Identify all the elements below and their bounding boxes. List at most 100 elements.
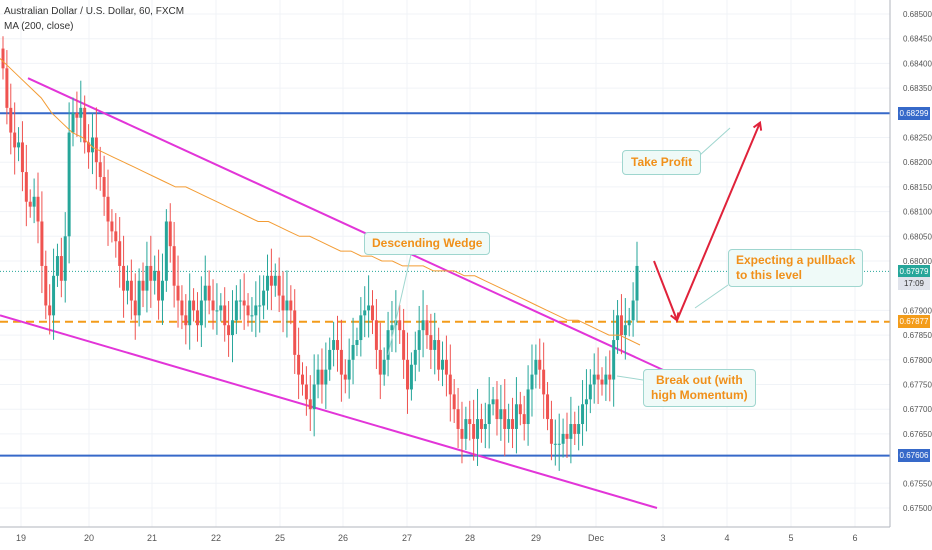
candle-body — [281, 295, 285, 311]
y-tick-label: 0.68000 — [903, 257, 932, 266]
x-tick-label: Dec — [588, 533, 605, 543]
candle-body — [464, 419, 468, 439]
x-tick-label: 28 — [465, 533, 475, 543]
candle-body — [195, 310, 199, 326]
candle-body — [456, 409, 460, 429]
candle-body — [172, 246, 176, 286]
candle-body — [476, 419, 480, 439]
callout-pointers — [387, 127, 731, 381]
candle-body — [542, 369, 546, 395]
callout-pointer — [387, 249, 413, 356]
candle-body — [518, 404, 522, 415]
y-tick-label: 0.67850 — [903, 331, 932, 340]
candle-body — [94, 137, 98, 163]
candle-body — [472, 424, 476, 439]
candle-body — [289, 300, 293, 311]
candle-body — [448, 374, 452, 395]
candle-body — [441, 359, 445, 370]
candle-body — [149, 265, 153, 281]
projection-arrows — [653, 120, 763, 323]
candle-body — [588, 384, 592, 400]
time-axis[interactable]: 19 20 21 22 25 26 27 28 29 Dec 3 4 5 6 — [0, 526, 890, 543]
callout-pointer — [699, 127, 731, 156]
y-tick-label: 0.68250 — [903, 134, 932, 143]
symbol-title: Australian Dollar / U.S. Dollar, 60, FXC… — [4, 6, 185, 17]
candle-body — [320, 369, 324, 385]
descending-wedge-note[interactable]: Descending Wedge — [364, 232, 491, 255]
take-profit-note[interactable]: Take Profit — [622, 150, 702, 175]
candle-body — [63, 236, 67, 281]
candle-body — [413, 349, 417, 365]
candle-body — [584, 399, 588, 405]
candle-body — [122, 265, 126, 291]
candle-body — [110, 221, 114, 232]
resistance-price-label: 0.68299 — [898, 106, 930, 120]
candle-body — [55, 256, 59, 276]
candle-body — [87, 142, 91, 153]
candle-body — [176, 285, 180, 301]
candle-body — [328, 349, 332, 370]
x-tick-label: 19 — [16, 533, 26, 543]
candle-body — [71, 112, 75, 133]
candle-body — [398, 320, 402, 331]
candle-body — [522, 414, 526, 425]
candle-body — [612, 340, 616, 380]
candle-body — [324, 369, 328, 385]
candle-body — [631, 300, 635, 321]
breakout-note[interactable]: Break out (with high Momentum) — [643, 369, 756, 407]
candle-body — [635, 265, 639, 301]
bar-countdown-label: 17:09 — [898, 277, 930, 290]
y-tick-label: 0.67900 — [903, 306, 932, 315]
candle-body — [468, 419, 472, 425]
y-tick-label: 0.67700 — [903, 405, 932, 414]
pullback-label-line1: Expecting a pullback — [736, 253, 856, 267]
candle-body — [188, 300, 192, 326]
candle-body — [491, 399, 495, 405]
candle-body — [351, 344, 355, 360]
candle-body — [250, 315, 254, 317]
candle-body — [44, 265, 48, 306]
pullback-note[interactable]: Expecting a pullback to this level — [728, 249, 864, 287]
candle-body — [359, 315, 363, 341]
candle-body — [367, 305, 371, 311]
candle-body — [5, 68, 9, 108]
candle-body — [604, 374, 608, 385]
candle-body — [1, 48, 5, 69]
candle-body — [223, 305, 227, 326]
price-axis[interactable]: 0.68500 0.68450 0.68400 0.68350 0.68250 0.682… — [889, 0, 932, 527]
candle-body — [549, 419, 553, 444]
candle-body — [444, 359, 448, 375]
y-tick-label: 0.68400 — [903, 59, 932, 68]
candle-body — [433, 340, 437, 350]
x-tick-label: 21 — [147, 533, 157, 543]
candle-body — [332, 340, 336, 350]
candle-body — [355, 340, 359, 345]
candle-body — [530, 374, 534, 390]
candle-body — [339, 349, 343, 375]
candle-body — [316, 369, 320, 385]
take-profit-label: Take Profit — [631, 155, 693, 169]
candle-body — [133, 300, 137, 316]
candle-body — [495, 399, 499, 420]
candle-body — [285, 300, 289, 311]
candle-body — [180, 300, 184, 316]
candle-body — [145, 265, 149, 291]
candle-body — [619, 315, 623, 336]
candle-body — [300, 374, 304, 385]
wedge-lower-line — [0, 314, 658, 509]
candle-body — [32, 196, 36, 207]
candle-body — [483, 424, 487, 429]
candle-body — [40, 221, 44, 266]
candle-body — [59, 256, 63, 281]
y-tick-label: 0.67500 — [903, 504, 932, 513]
candle-body — [343, 374, 347, 380]
candle-body — [137, 280, 141, 316]
x-tick-label: 5 — [788, 533, 793, 543]
candle-body — [106, 196, 110, 222]
candle-body — [312, 384, 316, 410]
candle-body — [565, 433, 569, 439]
support-price-label: 0.67606 — [898, 449, 930, 463]
candle-body — [153, 270, 157, 281]
y-tick-label: 0.67650 — [903, 430, 932, 439]
candle-body — [499, 409, 503, 420]
